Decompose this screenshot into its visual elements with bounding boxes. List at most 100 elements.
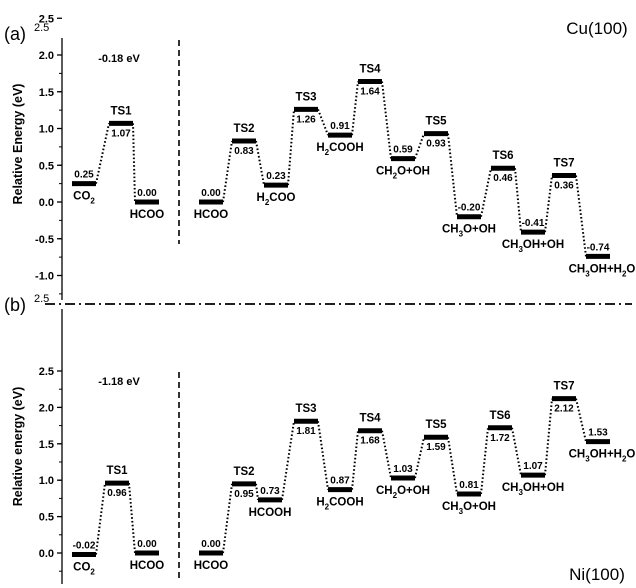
level-connector [128, 483, 136, 554]
transition-state-label: TS7 [553, 158, 574, 170]
level-connector [447, 437, 458, 495]
level-connector [287, 109, 295, 186]
species-label: HCOO [130, 209, 165, 221]
energy-value-label: 1.68 [360, 436, 380, 447]
energy-value-label: 1.64 [360, 86, 380, 97]
species-label: HCOOH [249, 507, 292, 519]
y-tick-label: 0.5 [39, 160, 54, 172]
panel-b: 2.5 2.0 1.5 1.0 0.5 0.0 Relative energy (eV) (b… [4, 293, 635, 584]
energy-value-label: 0.81 [459, 480, 479, 491]
energy-value-label: 0.96 [107, 488, 127, 499]
panel-label: (b) [4, 295, 26, 315]
species-label: H2COOH [316, 497, 363, 512]
panel-label: (a) [4, 24, 26, 44]
species-label: CO2 [73, 191, 95, 206]
transition-state-label: TS1 [110, 105, 132, 117]
species-label: CH2O+OH [376, 166, 430, 181]
y-tick-label: 0.0 [39, 197, 54, 209]
species-label: HCOO [194, 560, 229, 572]
transition-state-label: TS7 [553, 381, 574, 393]
transition-state-label: TS5 [425, 419, 447, 431]
level-connector [95, 123, 110, 184]
energy-value-label: 0.25 [74, 170, 94, 181]
panel-top-tick-label: 2.5 [34, 22, 49, 34]
energy-value-label: 0.95 [234, 489, 254, 500]
y-tick-label: 1.0 [39, 475, 54, 487]
energy-value-label: -0.41 [522, 218, 545, 229]
species-label: H2COO [257, 192, 296, 207]
level-connector [222, 483, 233, 554]
energy-value-label: 0.91 [330, 121, 350, 132]
energy-value-label: 1.26 [296, 114, 316, 125]
energy-value-label: 1.07 [111, 128, 131, 139]
y-axis-label: Relative Energy (eV) [11, 84, 25, 205]
y-tick-label: 2.5 [39, 366, 54, 378]
transition-state-label: TS6 [492, 150, 513, 162]
species-label: CH2O+OH [376, 485, 430, 500]
energy-value-label: -0.20 [458, 203, 481, 214]
level-connector [95, 482, 106, 555]
surface-label: Cu(100) [566, 19, 627, 38]
level-connector [381, 430, 392, 479]
level-connector [544, 175, 553, 233]
energy-value-label: 0.00 [201, 188, 221, 199]
energy-value-label: 1.81 [296, 426, 316, 437]
level-connector [480, 427, 489, 495]
energy-value-label: 1.07 [523, 461, 543, 472]
level-connector [222, 140, 233, 203]
level-connector [480, 167, 492, 217]
y-tick-label: 1.5 [39, 87, 54, 99]
transition-state-label: TS5 [425, 116, 447, 128]
level-connector [255, 483, 259, 500]
y-tick-label: -0.5 [35, 234, 54, 246]
transition-state-label: TS4 [359, 63, 381, 75]
energy-value-label: -0.02 [73, 540, 96, 551]
level-connector [447, 133, 458, 217]
y-tick-label: -1.0 [35, 271, 54, 283]
energy-value-label: 0.00 [201, 539, 221, 550]
reaction-energy-annotation: -0.18 eV [98, 53, 140, 65]
level-connector [317, 421, 329, 490]
surface-label: Ni(100) [569, 565, 625, 584]
transition-state-label: TS3 [295, 403, 316, 415]
energy-value-label: 1.53 [588, 428, 608, 439]
level-connector [132, 123, 136, 203]
level-connector [351, 81, 359, 136]
level-connector [281, 421, 295, 501]
level-connector [381, 81, 392, 159]
transition-state-label: TS3 [295, 91, 316, 103]
species-label: HCOO [130, 560, 165, 572]
y-tick-label: 1.5 [39, 439, 54, 451]
panel-a: 2.5 2.0 1.5 1.0 0.5 0.0 -0.5 -1.0 Relative Energ… [4, 13, 635, 300]
species-label: CO2 [73, 561, 95, 576]
transition-state-label: TS4 [359, 413, 381, 425]
level-connector [544, 398, 553, 476]
transition-state-label: TS2 [233, 123, 254, 135]
energy-value-label: 1.03 [393, 464, 413, 475]
energy-value-label: 0.87 [330, 476, 350, 487]
level-connector [511, 427, 522, 476]
energy-value-label: 0.73 [260, 486, 280, 497]
panel-top-tick-label: 2.5 [34, 293, 49, 305]
y-tick-label: 0.5 [39, 512, 54, 524]
transition-state-label: TS2 [233, 466, 254, 478]
y-tick-label: 1.0 [39, 124, 54, 136]
energy-value-label: 0.36 [554, 181, 574, 192]
transition-state-label: TS1 [106, 465, 128, 477]
species-label: CH3OH+H2O [569, 449, 636, 464]
energy-value-label: 0.59 [393, 145, 413, 156]
level-connector [414, 437, 425, 479]
y-axis-label: Relative energy (eV) [11, 387, 25, 507]
level-connector [255, 140, 265, 186]
reaction-energy-annotation: -1.18 eV [98, 376, 140, 388]
species-label: CH3OH+OH [502, 482, 564, 497]
level-connector [317, 109, 329, 136]
energy-value-label: 0.00 [137, 539, 157, 550]
species-label: HCOO [194, 209, 229, 221]
energy-value-label: 0.46 [493, 173, 513, 184]
energy-value-label: 0.00 [137, 188, 157, 199]
energy-value-label: 2.12 [554, 404, 574, 415]
energy-value-label: 1.59 [426, 442, 446, 453]
species-label: CH3O+OH [442, 501, 496, 516]
